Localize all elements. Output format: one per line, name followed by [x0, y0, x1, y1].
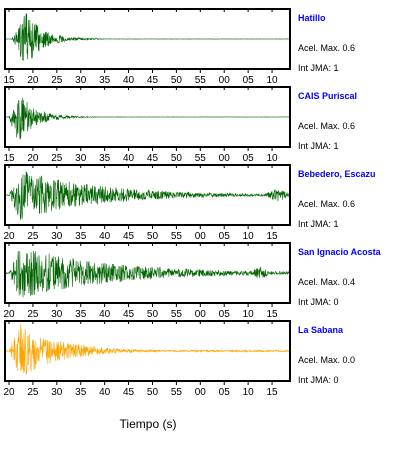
x-tick-label: 50 — [171, 153, 183, 164]
x-tick-label: 05 — [219, 309, 231, 320]
x-tick-label: 05 — [219, 387, 231, 398]
jma-intensity-label: Int JMA: 1 — [298, 63, 339, 73]
x-tick-label: 10 — [266, 153, 278, 164]
max-acceleration-label: Acel. Max. 0.6 — [298, 43, 355, 53]
x-tick-label: 05 — [219, 231, 231, 242]
x-tick-label: 15 — [266, 387, 278, 398]
x-tick-label: 35 — [99, 153, 111, 164]
waveform-trace — [5, 13, 290, 61]
x-tick-label: 30 — [51, 309, 63, 320]
x-tick-label: 20 — [3, 387, 15, 398]
panel-frame — [4, 86, 291, 148]
x-tick-label: 40 — [99, 387, 111, 398]
station-name: La Sabana — [298, 325, 344, 335]
station-name: CAIS Puriscal — [298, 91, 357, 101]
jma-intensity-label: Int JMA: 1 — [298, 141, 339, 151]
waveform-trace — [5, 250, 290, 298]
max-acceleration-label: Acel. Max. 0.6 — [298, 121, 355, 131]
seismogram-panel-5: 20 25 30 35 40 45 50 55 00 05 10 15 La Sabana Acel. M… — [3, 320, 355, 398]
x-tick-label: 30 — [75, 75, 87, 86]
x-tick-label: 20 — [3, 231, 15, 242]
x-tick-label: 35 — [99, 75, 111, 86]
max-acceleration-label: Acel. Max. 0.6 — [298, 199, 355, 209]
max-acceleration-label: Acel. Max. 0.4 — [298, 277, 355, 287]
x-tick-label: 00 — [195, 309, 207, 320]
station-name: Bebedero, Escazu — [298, 169, 376, 179]
x-tick-label: 10 — [243, 231, 255, 242]
x-tick-label: 35 — [75, 231, 87, 242]
x-tick-label: 45 — [123, 387, 135, 398]
x-tick-label: 20 — [3, 309, 15, 320]
waveform-trace — [5, 97, 290, 140]
x-tick-label: 55 — [171, 231, 183, 242]
x-tick-label: 25 — [51, 75, 63, 86]
jma-intensity-label: Int JMA: 0 — [298, 375, 339, 385]
jma-intensity-label: Int JMA: 0 — [298, 297, 339, 307]
seismogram-panel-1: 15 20 25 30 35 40 45 50 55 00 05 10 Hatillo Acel. Max… — [3, 8, 355, 86]
x-tick-label: 55 — [195, 75, 207, 86]
panel-frame — [4, 8, 291, 70]
x-tick-label: 15 — [266, 231, 278, 242]
x-tick-label: 40 — [123, 75, 135, 86]
x-tick-label: 45 — [123, 231, 135, 242]
x-tick-label: 55 — [171, 309, 183, 320]
x-tick-label: 50 — [171, 75, 183, 86]
x-tick-label: 10 — [266, 75, 278, 86]
x-tick-label: 55 — [195, 153, 207, 164]
seismogram-panel-4: 20 25 30 35 40 45 50 55 00 05 10 15 San Ignacio Acos… — [3, 242, 382, 320]
x-tick-label: 20 — [27, 75, 39, 86]
x-tick-label: 15 — [3, 75, 15, 86]
x-tick-label: 25 — [27, 231, 39, 242]
x-tick-label: 30 — [75, 153, 87, 164]
x-tick-label: 40 — [99, 231, 111, 242]
seismogram-panels: 15 20 25 30 35 40 45 50 55 00 05 10 Hatillo Acel. Max… — [3, 8, 382, 398]
x-tick-label: 50 — [147, 231, 159, 242]
x-tick-label: 00 — [195, 231, 207, 242]
x-tick-label: 40 — [123, 153, 135, 164]
x-tick-label: 55 — [171, 387, 183, 398]
x-tick-label: 05 — [243, 75, 255, 86]
panel-frame — [4, 164, 291, 226]
x-tick-label: 30 — [51, 231, 63, 242]
waveform-trace — [5, 323, 290, 375]
x-tick-label: 50 — [147, 387, 159, 398]
x-tick-label: 15 — [3, 153, 15, 164]
x-tick-label: 45 — [147, 153, 159, 164]
x-tick-label: 10 — [243, 387, 255, 398]
x-tick-label: 45 — [123, 309, 135, 320]
x-tick-label: 10 — [243, 309, 255, 320]
station-name: Hatillo — [298, 13, 326, 23]
jma-intensity-label: Int JMA: 1 — [298, 219, 339, 229]
x-tick-label: 20 — [27, 153, 39, 164]
x-tick-label: 00 — [195, 387, 207, 398]
x-tick-label: 25 — [51, 153, 63, 164]
x-axis-label: Tiempo (s) — [120, 417, 177, 431]
x-tick-label: 25 — [27, 387, 39, 398]
x-tick-label: 40 — [99, 309, 111, 320]
x-tick-label: 30 — [51, 387, 63, 398]
panel-frame — [4, 242, 291, 304]
x-tick-label: 35 — [75, 387, 87, 398]
panel-frame — [4, 320, 291, 382]
x-tick-label: 00 — [219, 153, 231, 164]
x-tick-label: 15 — [266, 309, 278, 320]
x-tick-label: 00 — [219, 75, 231, 86]
seismogram-panel-3: 20 25 30 35 40 45 50 55 00 05 10 15 Bebedero, Escazu… — [3, 164, 376, 242]
seismogram-panel-2: 15 20 25 30 35 40 45 50 55 00 05 10 CAIS Puriscal Ace… — [3, 86, 357, 164]
station-name: San Ignacio Acosta — [298, 247, 382, 257]
x-tick-label: 35 — [75, 309, 87, 320]
waveform-trace — [5, 171, 290, 220]
x-tick-label: 25 — [27, 309, 39, 320]
x-tick-label: 50 — [147, 309, 159, 320]
max-acceleration-label: Acel. Max. 0.0 — [298, 355, 355, 365]
x-tick-label: 05 — [243, 153, 255, 164]
x-tick-label: 45 — [147, 75, 159, 86]
